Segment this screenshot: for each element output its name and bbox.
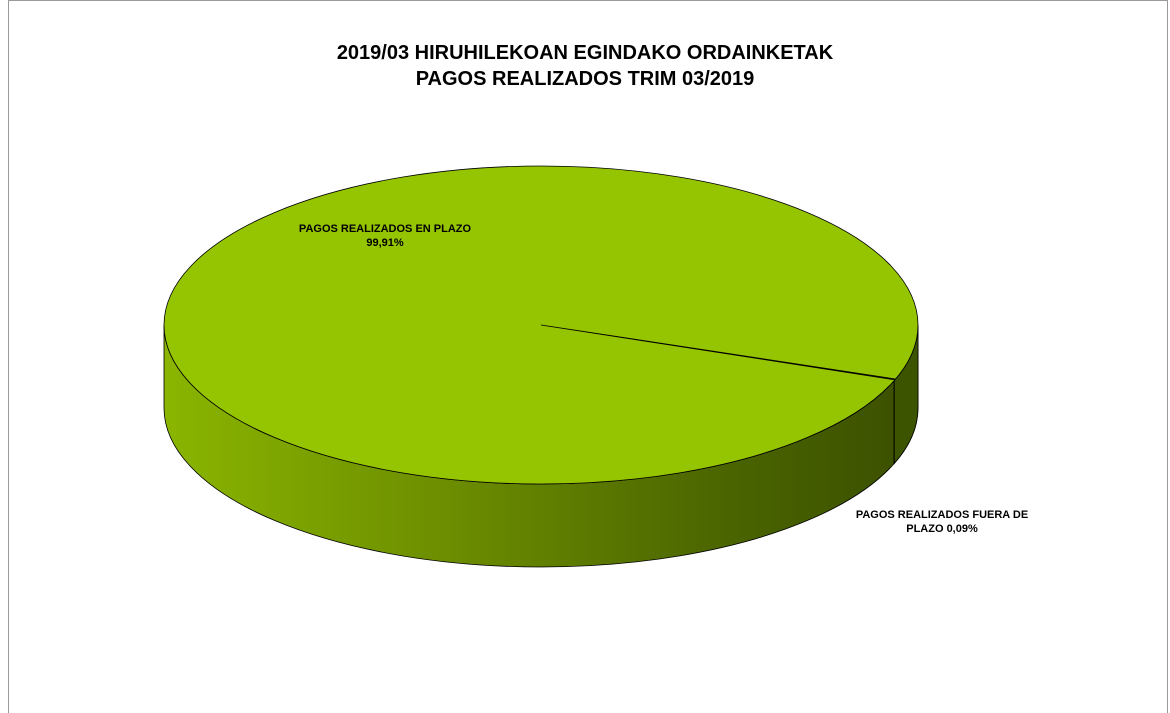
- chart-frame: [8, 0, 1168, 713]
- pie-slice-fuera-de-plazo: [540, 324, 897, 381]
- chart-title-line-1: 2019/03 HIRUHILEKOAN EGINDAKO ORDAINKETA…: [336, 42, 834, 64]
- chart-title: 2019/03 HIRUHILEKOAN EGINDAKO ORDAINKETA…: [0, 40, 1170, 92]
- chart-title-line-2: PAGOS REALIZADOS TRIM 03/2019: [415, 68, 755, 90]
- data-label-fuera-de-plazo: PAGOS REALIZADOS FUERA DE PLAZO 0,09%: [856, 509, 1028, 535]
- data-label-en-plazo: PAGOS REALIZADOS EN PLAZO 99,91%: [299, 223, 472, 249]
